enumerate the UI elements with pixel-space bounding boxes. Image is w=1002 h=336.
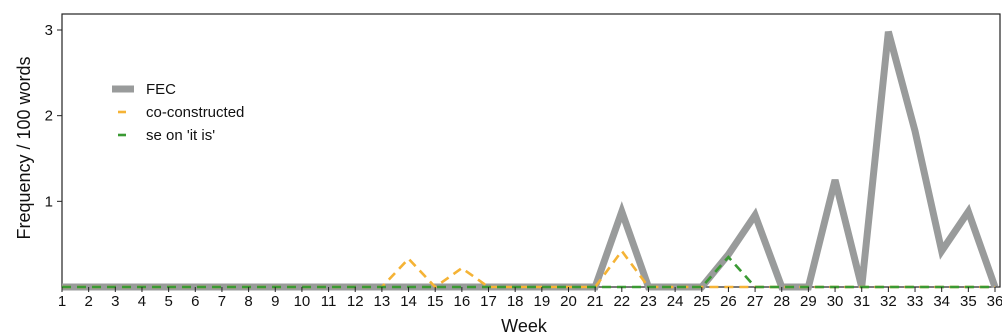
x-tick-label: 5 (164, 293, 172, 310)
x-tick-label: 1 (58, 293, 66, 310)
x-tick-label: 3 (111, 293, 119, 310)
x-tick-label: 15 (427, 293, 444, 310)
x-tick-label: 6 (191, 293, 199, 310)
x-tick-label: 25 (693, 293, 710, 310)
x-tick-label: 34 (933, 293, 950, 310)
x-tick-label: 27 (747, 293, 764, 310)
y-tick-label: 1 (45, 193, 53, 210)
x-tick-label: 29 (800, 293, 817, 310)
legend-label-3: se on 'it is' (146, 127, 215, 144)
x-tick-label: 17 (480, 293, 497, 310)
x-tick-label: 23 (640, 293, 657, 310)
y-tick-label: 3 (45, 22, 53, 39)
series-line-1 (62, 32, 995, 287)
y-tick-label: 2 (45, 108, 53, 125)
x-tick-label: 30 (827, 293, 844, 310)
x-tick-label: 12 (347, 293, 364, 310)
x-tick-label: 31 (853, 293, 870, 310)
x-tick-label: 33 (907, 293, 924, 310)
x-tick-label: 7 (218, 293, 226, 310)
x-tick-label: 10 (294, 293, 311, 310)
x-tick-label: 19 (533, 293, 550, 310)
x-tick-label: 35 (960, 293, 977, 310)
series-layer (62, 32, 995, 287)
x-tick-label: 13 (374, 293, 391, 310)
legend: FEC co-constructed se on 'it is' (112, 81, 244, 144)
x-tick-label: 8 (244, 293, 252, 310)
legend-label-1: FEC (146, 81, 176, 98)
x-tick-label: 16 (454, 293, 471, 310)
x-tick-label: 36 (987, 293, 1002, 310)
x-tick-label: 22 (613, 293, 630, 310)
legend-label-2: co-constructed (146, 104, 244, 121)
x-tick-label: 4 (138, 293, 146, 310)
y-axis-ticks: 1 2 3 (45, 22, 62, 210)
x-tick-label: 21 (587, 293, 604, 310)
x-tick-label: 2 (84, 293, 92, 310)
plot-frame (62, 14, 1000, 287)
x-tick-label: 11 (321, 293, 337, 310)
y-axis-title: Frequency / 100 words (14, 56, 34, 239)
x-tick-label: 20 (560, 293, 577, 310)
x-tick-label: 28 (773, 293, 790, 310)
x-tick-label: 32 (880, 293, 897, 310)
x-tick-label: 24 (667, 293, 684, 310)
x-tick-label: 18 (507, 293, 524, 310)
x-tick-label: 9 (271, 293, 279, 310)
x-tick-label: 26 (720, 293, 737, 310)
x-axis-title: Week (501, 316, 548, 336)
x-tick-label: 14 (400, 293, 417, 310)
